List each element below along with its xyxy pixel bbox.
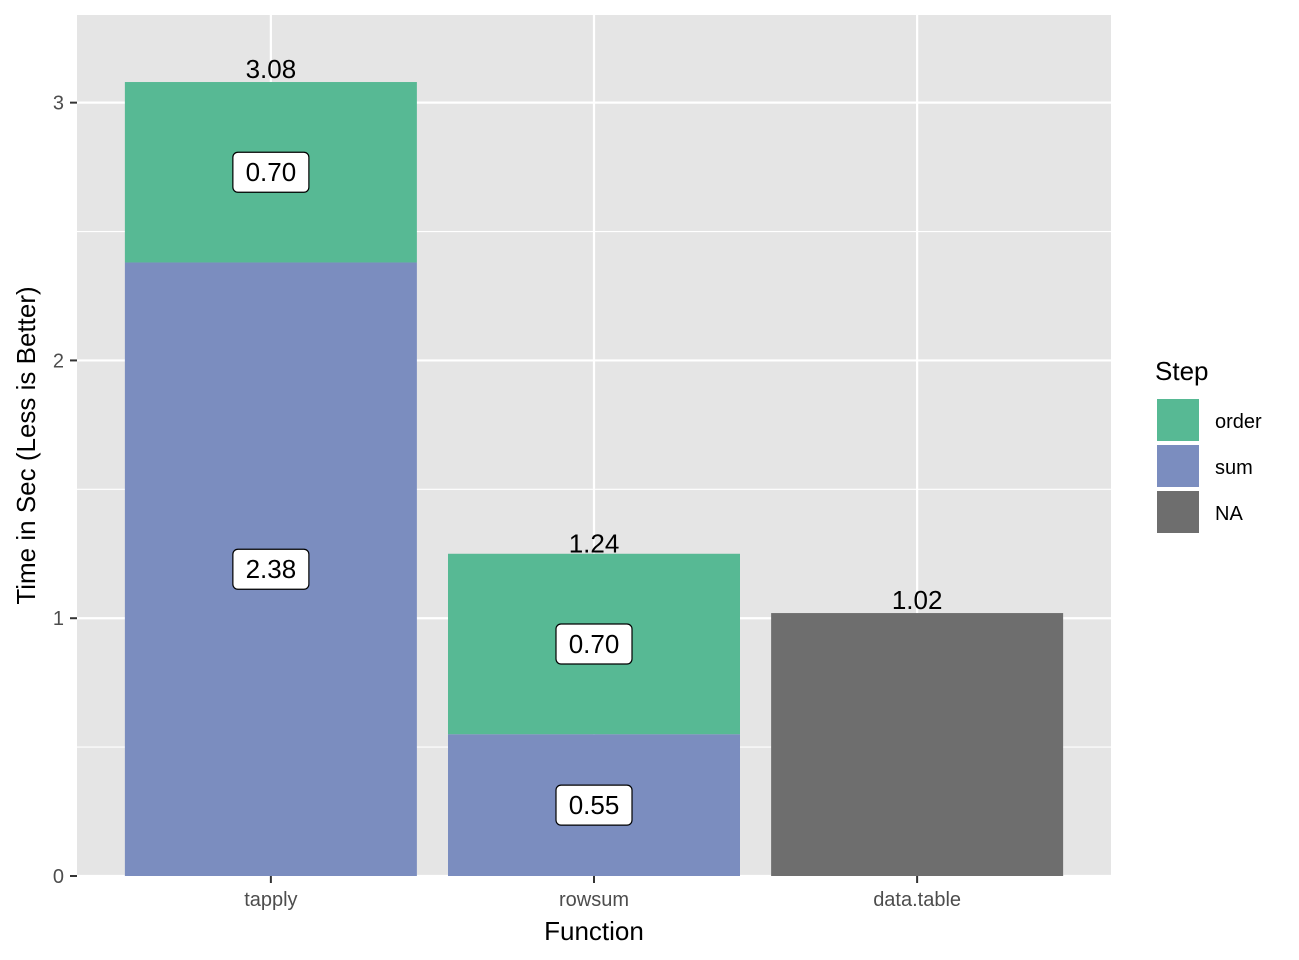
legend-entry-order: order [1157, 399, 1262, 441]
legend-title: Step [1155, 356, 1209, 386]
segment-labels: 2.38 0.70 0.55 0.70 [232, 151, 633, 826]
x-tick-label-rowsum: rowsum [559, 889, 629, 911]
x-tick-label-tapply: tapply [244, 889, 297, 911]
legend-entry-NA: NA [1157, 491, 1243, 533]
segment-label-tapply-order: 0.70 [232, 151, 310, 193]
x-tick-label-data.table: data.table [873, 889, 961, 911]
segment-label-text: 0.70 [569, 629, 620, 659]
y-tick-label: 0 [53, 866, 64, 888]
axes: 0 1 2 3 tapply rowsum data.table [53, 93, 961, 911]
segment-label-box [232, 548, 310, 590]
segment-label-text: 0.55 [569, 790, 620, 820]
y-tick-label: 1 [53, 608, 64, 630]
legend-entry-sum: sum [1157, 445, 1253, 487]
legend-entries: order sum NA [1157, 399, 1262, 533]
total-labels: 3.08 1.24 1.02 [246, 54, 943, 615]
total-label-data.table: 1.02 [892, 585, 943, 615]
x-axis-title: Function [544, 916, 644, 946]
legend-label: sum [1215, 457, 1253, 479]
legend-key [1157, 399, 1199, 441]
segment-label-tapply-sum: 2.38 [232, 548, 310, 590]
legend-label: NA [1215, 503, 1243, 525]
legend: Step order sum NA [1155, 356, 1262, 533]
legend-key [1157, 491, 1199, 533]
y-tick-label: 3 [53, 93, 64, 115]
legend-label: order [1215, 411, 1262, 433]
y-axis-title: Time in Sec (Less is Better) [11, 286, 41, 604]
legend-key [1157, 445, 1199, 487]
y-tick-label: 2 [53, 350, 64, 372]
bar-segment-data.table-NA [771, 613, 1064, 876]
total-label-rowsum: 1.24 [569, 528, 620, 558]
segment-label-rowsum-sum: 0.55 [555, 784, 633, 826]
segment-label-box [555, 784, 633, 826]
total-label-tapply: 3.08 [246, 54, 297, 84]
segment-label-rowsum-order: 0.70 [555, 623, 633, 665]
segment-label-box [555, 623, 633, 665]
segment-label-box [232, 151, 310, 193]
segment-label-text: 2.38 [246, 554, 297, 584]
segment-label-text: 0.70 [246, 157, 297, 187]
